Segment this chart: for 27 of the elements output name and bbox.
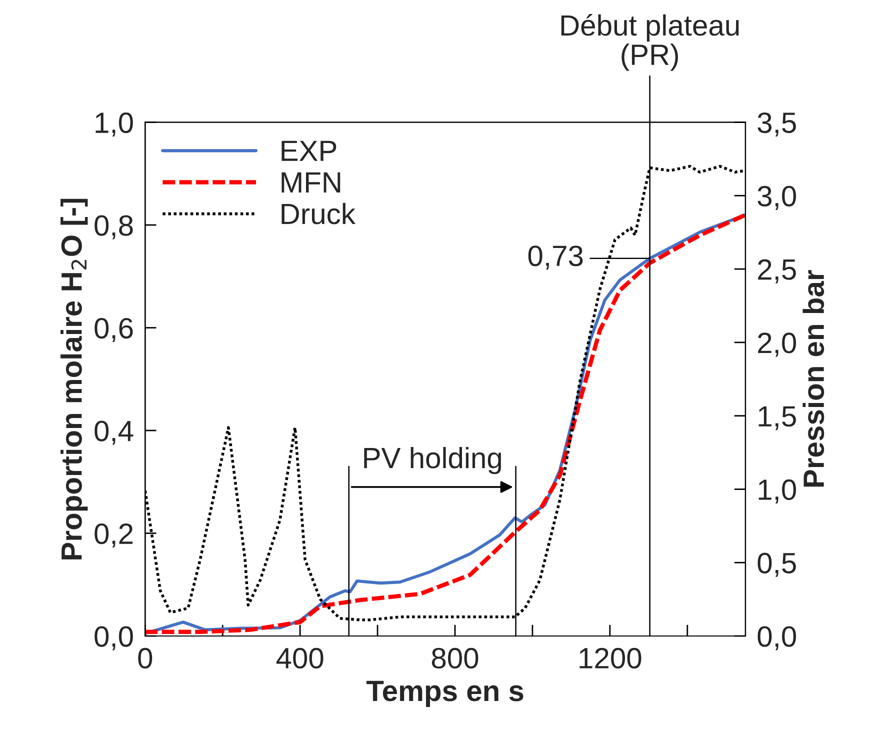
y-tick-label: 0,2 xyxy=(94,523,133,548)
x-axis-title: Temps en s xyxy=(366,680,524,708)
y2-tick-label: 3,0 xyxy=(758,186,796,210)
x-tick-label: 400 xyxy=(276,648,324,669)
y2-tick-label: 3,5 xyxy=(758,112,796,137)
y-tick-label: 0,6 xyxy=(94,318,133,342)
y-axis-title: Proportion molaire H$_{2}$O [-] xyxy=(60,198,88,560)
y2-tick-label: 2,5 xyxy=(758,259,796,284)
legend-label: EXP xyxy=(282,140,336,161)
y-tick-label: 0,4 xyxy=(94,420,134,445)
y2-tick-label: 0,0 xyxy=(758,626,796,650)
legend-label: Druck xyxy=(282,202,356,224)
y2-tick-label: 1,0 xyxy=(758,479,796,504)
y2-axis-title: Pression en bar xyxy=(802,270,824,487)
y2-tick-label: 1,5 xyxy=(758,406,796,430)
ref-line-label: Début plateau (PR) xyxy=(561,14,739,71)
x-tick-label: 800 xyxy=(432,648,478,669)
annotation: PV holding xyxy=(364,446,501,474)
x-tick-label: 0 xyxy=(138,648,152,669)
y-tick-label: 0,8 xyxy=(94,215,133,240)
annotation: 0,73 xyxy=(528,246,583,270)
y2-tick-label: 0,5 xyxy=(758,552,796,577)
x-tick-label: 1200 xyxy=(580,648,642,669)
y-tick-label: 1,0 xyxy=(96,112,133,137)
y2-tick-label: 2,0 xyxy=(758,332,796,357)
legend-label: MFN xyxy=(282,172,340,192)
y-tick-label: 0,0 xyxy=(94,626,133,650)
